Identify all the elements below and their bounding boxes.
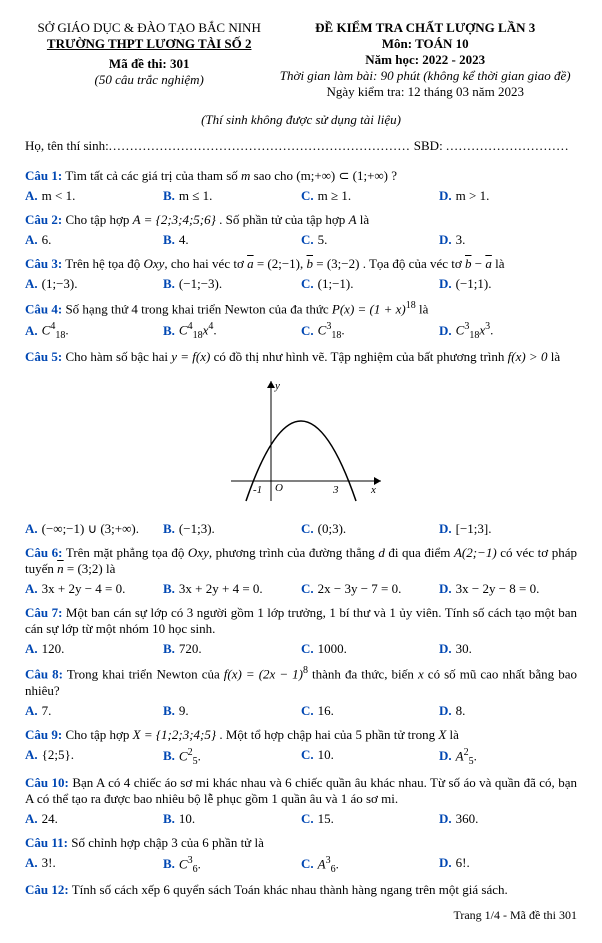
question-7: Câu 7: Một ban cán sự lớp có 3 người gồm… (25, 605, 577, 637)
exam-title: ĐỀ KIỂM TRA CHẤT LƯỢNG LẦN 3 (273, 20, 577, 36)
q2-label: Câu 2: (25, 212, 62, 227)
question-11: Câu 11: Số chỉnh hợp chập 3 của 6 phần t… (25, 835, 577, 851)
q9-options: A.{2;5}. B.C25. C.10. D.A25. (25, 747, 577, 767)
q10-options: A.24. B.10. C.15. D.360. (25, 811, 577, 827)
sbd-label: SBD: (414, 138, 443, 153)
q11-label: Câu 11: (25, 835, 68, 850)
q4-options: A.C418. B.C418x4. C.C318. D.C318x3. (25, 321, 577, 341)
question-3: Câu 3: Trên hệ tọa độ Oxy, cho hai véc t… (25, 256, 577, 272)
q8-label: Câu 8: (25, 667, 63, 682)
school-name: TRƯỜNG THPT LƯƠNG TÀI SỐ 2 (25, 36, 273, 52)
exam-header: SỞ GIÁO DỤC & ĐÀO TẠO BẮC NINH TRƯỜNG TH… (25, 20, 577, 100)
q7-label: Câu 7: (25, 605, 62, 620)
question-5: Câu 5: Cho hàm số bậc hai y = f(x) có đồ… (25, 349, 577, 365)
q6-options: A.3x + 2y − 4 = 0. B.3x + 2y + 4 = 0. C.… (25, 581, 577, 597)
question-6: Câu 6: Trên mặt phẳng tọa độ Oxy, phương… (25, 545, 577, 577)
q2-options: A.6. B.4. C.5. D.3. (25, 232, 577, 248)
svg-text:3: 3 (332, 484, 339, 496)
school-year: Năm học: 2022 - 2023 (273, 52, 577, 68)
exam-subject: Môn: TOÁN 10 (273, 36, 577, 52)
q4-label: Câu 4: (25, 301, 62, 316)
question-9: Câu 9: Cho tập hợp X = {1;2;3;4;5} . Một… (25, 727, 577, 743)
sbd-dots: ............................. (446, 138, 569, 153)
question-1: Câu 1: Tìm tất cả các giá trị của tham s… (25, 168, 577, 184)
q1-options: A.m < 1. B.m ≤ 1. C.m ≥ 1. D.m > 1. (25, 188, 577, 204)
question-8: Câu 8: Trong khai triển Newton của f(x) … (25, 665, 577, 698)
exam-duration: Thời gian làm bài: 90 phút (không kể thờ… (273, 68, 577, 84)
page-footer: Trang 1/4 - Mã đề thi 301 (25, 908, 577, 923)
parabola-graph: -1 3 O y x (25, 371, 577, 515)
q11-options: A.3!. B.C36. C.A36. D.6!. (25, 855, 577, 875)
q8-options: A.7. B.9. C.16. D.8. (25, 703, 577, 719)
question-10: Câu 10: Bạn A có 4 chiếc áo sơ mi khác n… (25, 775, 577, 807)
q3-options: A.(1;−3). B.(−1;−3). C.(1;−1). D.(−1;1). (25, 276, 577, 292)
question-count: (50 câu trắc nghiệm) (25, 72, 273, 88)
q5-label: Câu 5: (25, 349, 62, 364)
exam-code: Mã đề thi: 301 (25, 56, 273, 72)
q3-label: Câu 3: (25, 256, 62, 271)
q7-options: A.120. B.720. C.1000. D.30. (25, 641, 577, 657)
question-2: Câu 2: Cho tập hợp A = {2;3;4;5;6} . Số … (25, 212, 577, 228)
q10-label: Câu 10: (25, 775, 69, 790)
name-label: Họ, tên thí sinh: (25, 138, 109, 153)
name-line: Họ, tên thí sinh:.......................… (25, 138, 577, 154)
question-12: Câu 12: Tính số cách xếp 6 quyển sách To… (25, 882, 577, 898)
header-left: SỞ GIÁO DỤC & ĐÀO TẠO BẮC NINH TRƯỜNG TH… (25, 20, 273, 100)
svg-text:O: O (275, 482, 283, 494)
dept-name: SỞ GIÁO DỤC & ĐÀO TẠO BẮC NINH (25, 20, 273, 36)
q1-label: Câu 1: (25, 168, 62, 183)
svg-text:x: x (370, 484, 376, 496)
exam-date: Ngày kiểm tra: 12 tháng 03 năm 2023 (273, 84, 577, 100)
svg-text:y: y (274, 380, 280, 392)
header-right: ĐỀ KIỂM TRA CHẤT LƯỢNG LẦN 3 Môn: TOÁN 1… (273, 20, 577, 100)
instruction-text: (Thí sinh không được sử dụng tài liệu) (25, 112, 577, 128)
q5-options: A.(−∞;−1) ∪ (3;+∞). B.(−1;3). C.(0;3). D… (25, 521, 577, 537)
svg-text:-1: -1 (253, 484, 262, 496)
name-dots: ........................................… (109, 138, 411, 153)
q6-label: Câu 6: (25, 545, 63, 560)
q12-label: Câu 12: (25, 882, 69, 897)
q9-label: Câu 9: (25, 727, 62, 742)
question-4: Câu 4: Số hạng thứ 4 trong khai triển Ne… (25, 300, 577, 317)
